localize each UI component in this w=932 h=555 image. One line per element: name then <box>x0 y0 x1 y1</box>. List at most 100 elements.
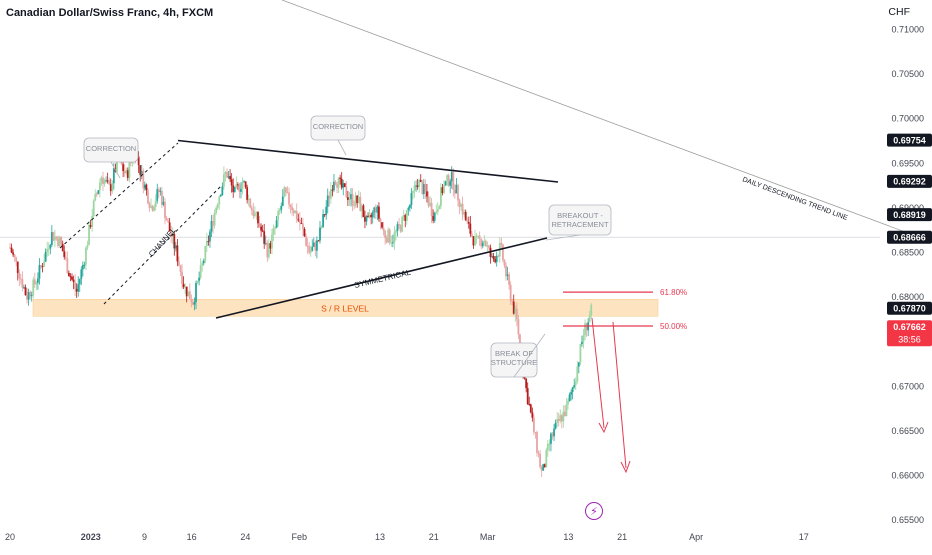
candle-body <box>432 215 435 221</box>
currency-label: CHF <box>888 6 910 18</box>
candle-body <box>463 211 466 215</box>
candle-body <box>52 232 55 241</box>
candle-body <box>472 236 475 246</box>
candle-body <box>91 216 94 227</box>
candle-body <box>446 175 448 182</box>
candle-body <box>224 172 227 175</box>
candle-body <box>230 179 233 186</box>
candle-body <box>329 189 332 199</box>
candle-body <box>353 205 355 207</box>
candle-body <box>440 187 442 207</box>
candle-body <box>433 212 436 221</box>
projection-arrow-2 <box>612 321 627 469</box>
price-badge <box>887 230 932 244</box>
candle-body <box>260 226 262 231</box>
candle-body <box>33 279 36 285</box>
candle-body <box>229 176 231 180</box>
candle-body <box>447 175 450 186</box>
candle-body <box>458 200 461 207</box>
correction-callout-2-text: CORRECTION <box>313 122 363 131</box>
candle-body <box>441 187 444 194</box>
candle-body <box>49 245 52 249</box>
candle-body <box>574 381 577 386</box>
candle-body <box>426 191 428 197</box>
x-tick-label: 21 <box>429 532 439 542</box>
candle-body <box>184 286 187 288</box>
candle-body <box>69 276 72 278</box>
channel-upper-line <box>59 142 179 249</box>
candle-body <box>567 400 569 405</box>
candle-body <box>343 183 346 187</box>
candle-body <box>100 177 103 183</box>
candle-body <box>543 464 546 468</box>
candle-body <box>187 291 190 297</box>
candle-body <box>294 211 297 214</box>
candle-body <box>205 241 208 246</box>
candle-body <box>246 187 249 201</box>
candle-body <box>164 201 166 219</box>
candle-body <box>407 207 410 210</box>
candle-body <box>46 248 49 252</box>
bolt-icon[interactable]: ⚡ <box>585 502 603 520</box>
candle-body <box>325 206 328 216</box>
candle-body <box>86 244 89 248</box>
candle-body <box>464 211 467 221</box>
bos-callout-pointer <box>513 333 546 378</box>
candle-body <box>571 387 574 393</box>
candle-body <box>581 341 583 344</box>
candle-body <box>221 186 224 196</box>
candle-body <box>38 265 41 279</box>
candle-body <box>484 240 487 247</box>
candle-body <box>269 243 272 249</box>
y-tick-label: 0.66500 <box>891 426 924 436</box>
candle-body <box>123 170 126 174</box>
candle-body <box>556 419 559 423</box>
candle-body <box>190 298 193 303</box>
x-tick-label: 9 <box>142 532 147 542</box>
candle-body <box>550 433 552 444</box>
candle-body <box>150 206 152 208</box>
candle-body <box>309 250 312 253</box>
candle-body <box>188 291 191 299</box>
candle-body <box>391 242 394 244</box>
candle-body <box>250 207 253 211</box>
candle-body <box>196 280 199 284</box>
candle-body <box>429 202 431 206</box>
candle-body <box>336 184 338 188</box>
candle-body <box>77 284 80 292</box>
candle-body <box>9 247 11 249</box>
candle-body <box>254 213 256 217</box>
candle-body <box>435 211 438 213</box>
candle-body <box>88 224 90 245</box>
candle-body <box>557 419 560 422</box>
triangle-upper-line <box>177 139 559 183</box>
candle-body <box>137 156 140 166</box>
candle-body <box>453 190 456 194</box>
candle-body <box>19 278 22 280</box>
candle-body <box>75 288 78 292</box>
x-tick-label: 13 <box>563 532 573 542</box>
candle-body <box>105 180 107 182</box>
candle-body <box>111 183 114 192</box>
candle-body <box>26 295 28 300</box>
candle-body <box>381 222 383 228</box>
candle-body <box>285 187 287 193</box>
price-badge-label: 0.67662 <box>893 322 926 332</box>
candle-body <box>365 215 368 222</box>
candle-body <box>568 394 571 401</box>
candle-body <box>235 184 238 187</box>
candle-body <box>542 464 545 471</box>
candle-body <box>50 232 53 246</box>
candle-body <box>147 190 149 204</box>
candle-body <box>30 294 33 297</box>
candle-body <box>579 343 582 363</box>
candle-body <box>182 283 185 288</box>
candle-body <box>545 450 548 468</box>
candle-body <box>95 193 98 195</box>
candle-body <box>404 215 407 221</box>
candle-body <box>92 200 95 217</box>
y-tick-label: 0.66000 <box>891 471 924 481</box>
candle-body <box>286 192 289 194</box>
